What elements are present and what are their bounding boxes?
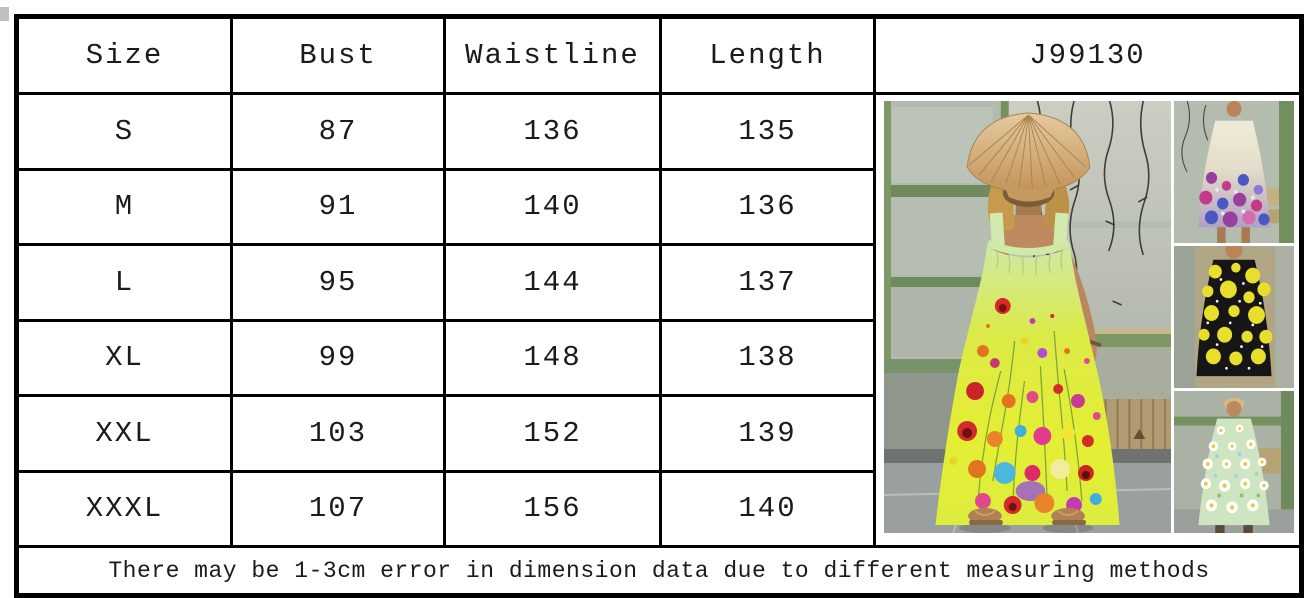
size-chart-table: Size Bust Waistline Length J99130 S 87 1… bbox=[14, 14, 1304, 598]
footnote-row: There may be 1-3cm error in dimension da… bbox=[15, 545, 1303, 597]
measurement-disclaimer: There may be 1-3cm error in dimension da… bbox=[15, 545, 1303, 597]
daisy-print bbox=[1200, 424, 1269, 514]
model-figure bbox=[935, 112, 1120, 533]
variant-thumbnail-black-yellow bbox=[1174, 246, 1294, 388]
right-strap bbox=[1052, 212, 1069, 250]
scan-edge-artifact bbox=[0, 7, 9, 21]
green-daisy-jumpsuit-illustration bbox=[1174, 391, 1294, 533]
size-value: L bbox=[15, 243, 233, 322]
length-value: 137 bbox=[659, 243, 876, 322]
chest bbox=[1003, 215, 1054, 253]
bust-value: 107 bbox=[230, 469, 446, 548]
size-value: XL bbox=[15, 318, 233, 397]
yellow-jumpsuit-photo-illustration bbox=[884, 101, 1171, 533]
waistline-value: 144 bbox=[443, 243, 662, 322]
waistline-value: 136 bbox=[443, 92, 662, 171]
size-value: M bbox=[15, 167, 233, 246]
length-value: 140 bbox=[659, 469, 876, 548]
product-image-cell bbox=[873, 92, 1303, 548]
table-row-xl: XL 99 148 138 bbox=[15, 318, 1302, 397]
bust-value: 95 bbox=[230, 243, 446, 322]
sandaled-feet bbox=[968, 508, 1086, 525]
yellow-flower-print bbox=[1198, 262, 1273, 370]
white-purple-floral-jumpsuit-illustration bbox=[1174, 101, 1294, 243]
flower-print bbox=[949, 298, 1102, 514]
variant-thumbnail-green-daisy bbox=[1174, 391, 1294, 533]
header-row: Size Bust Waistline Length J99130 bbox=[15, 15, 1303, 95]
left-strap bbox=[989, 212, 1005, 250]
main-product-photo bbox=[884, 101, 1171, 533]
table-row-m: M 91 140 136 bbox=[15, 167, 1302, 246]
size-value: XXXL bbox=[15, 469, 233, 548]
waistline-value: 156 bbox=[443, 469, 662, 548]
bust-value: 103 bbox=[230, 394, 446, 473]
bust-value: 87 bbox=[230, 92, 446, 171]
table-row-xxl: XXL 103 152 139 bbox=[15, 394, 1302, 473]
bust-value: 99 bbox=[230, 318, 446, 397]
jumpsuit bbox=[935, 247, 1120, 525]
waistline-value: 140 bbox=[443, 167, 662, 246]
length-value: 138 bbox=[659, 318, 876, 397]
product-code: J99130 bbox=[873, 15, 1303, 95]
purple-flower-print bbox=[1199, 172, 1270, 228]
col-header-waistline: Waistline bbox=[443, 15, 662, 95]
table-row-l: L 95 144 137 bbox=[15, 243, 1302, 322]
black-yellow-floral-jumpsuit-illustration bbox=[1174, 246, 1294, 388]
col-header-size: Size bbox=[15, 15, 233, 95]
variant-thumbnail-white-purple bbox=[1174, 101, 1294, 243]
size-value: S bbox=[15, 92, 233, 171]
col-header-bust: Bust bbox=[230, 15, 446, 95]
size-value: XXL bbox=[15, 394, 233, 473]
waistline-value: 152 bbox=[443, 394, 662, 473]
length-value: 135 bbox=[659, 92, 876, 171]
table-row-xxxl: XXXL 107 156 140 bbox=[15, 469, 1302, 548]
product-image-collage bbox=[876, 95, 1299, 545]
waistline-value: 148 bbox=[443, 318, 662, 397]
length-value: 136 bbox=[659, 167, 876, 246]
col-header-length: Length bbox=[659, 15, 876, 95]
table-row-s: S 87 136 135 bbox=[15, 92, 1303, 548]
straw-hat bbox=[966, 112, 1091, 202]
bust-value: 91 bbox=[230, 167, 446, 246]
variant-thumbnails bbox=[1174, 101, 1294, 533]
length-value: 139 bbox=[659, 394, 876, 473]
